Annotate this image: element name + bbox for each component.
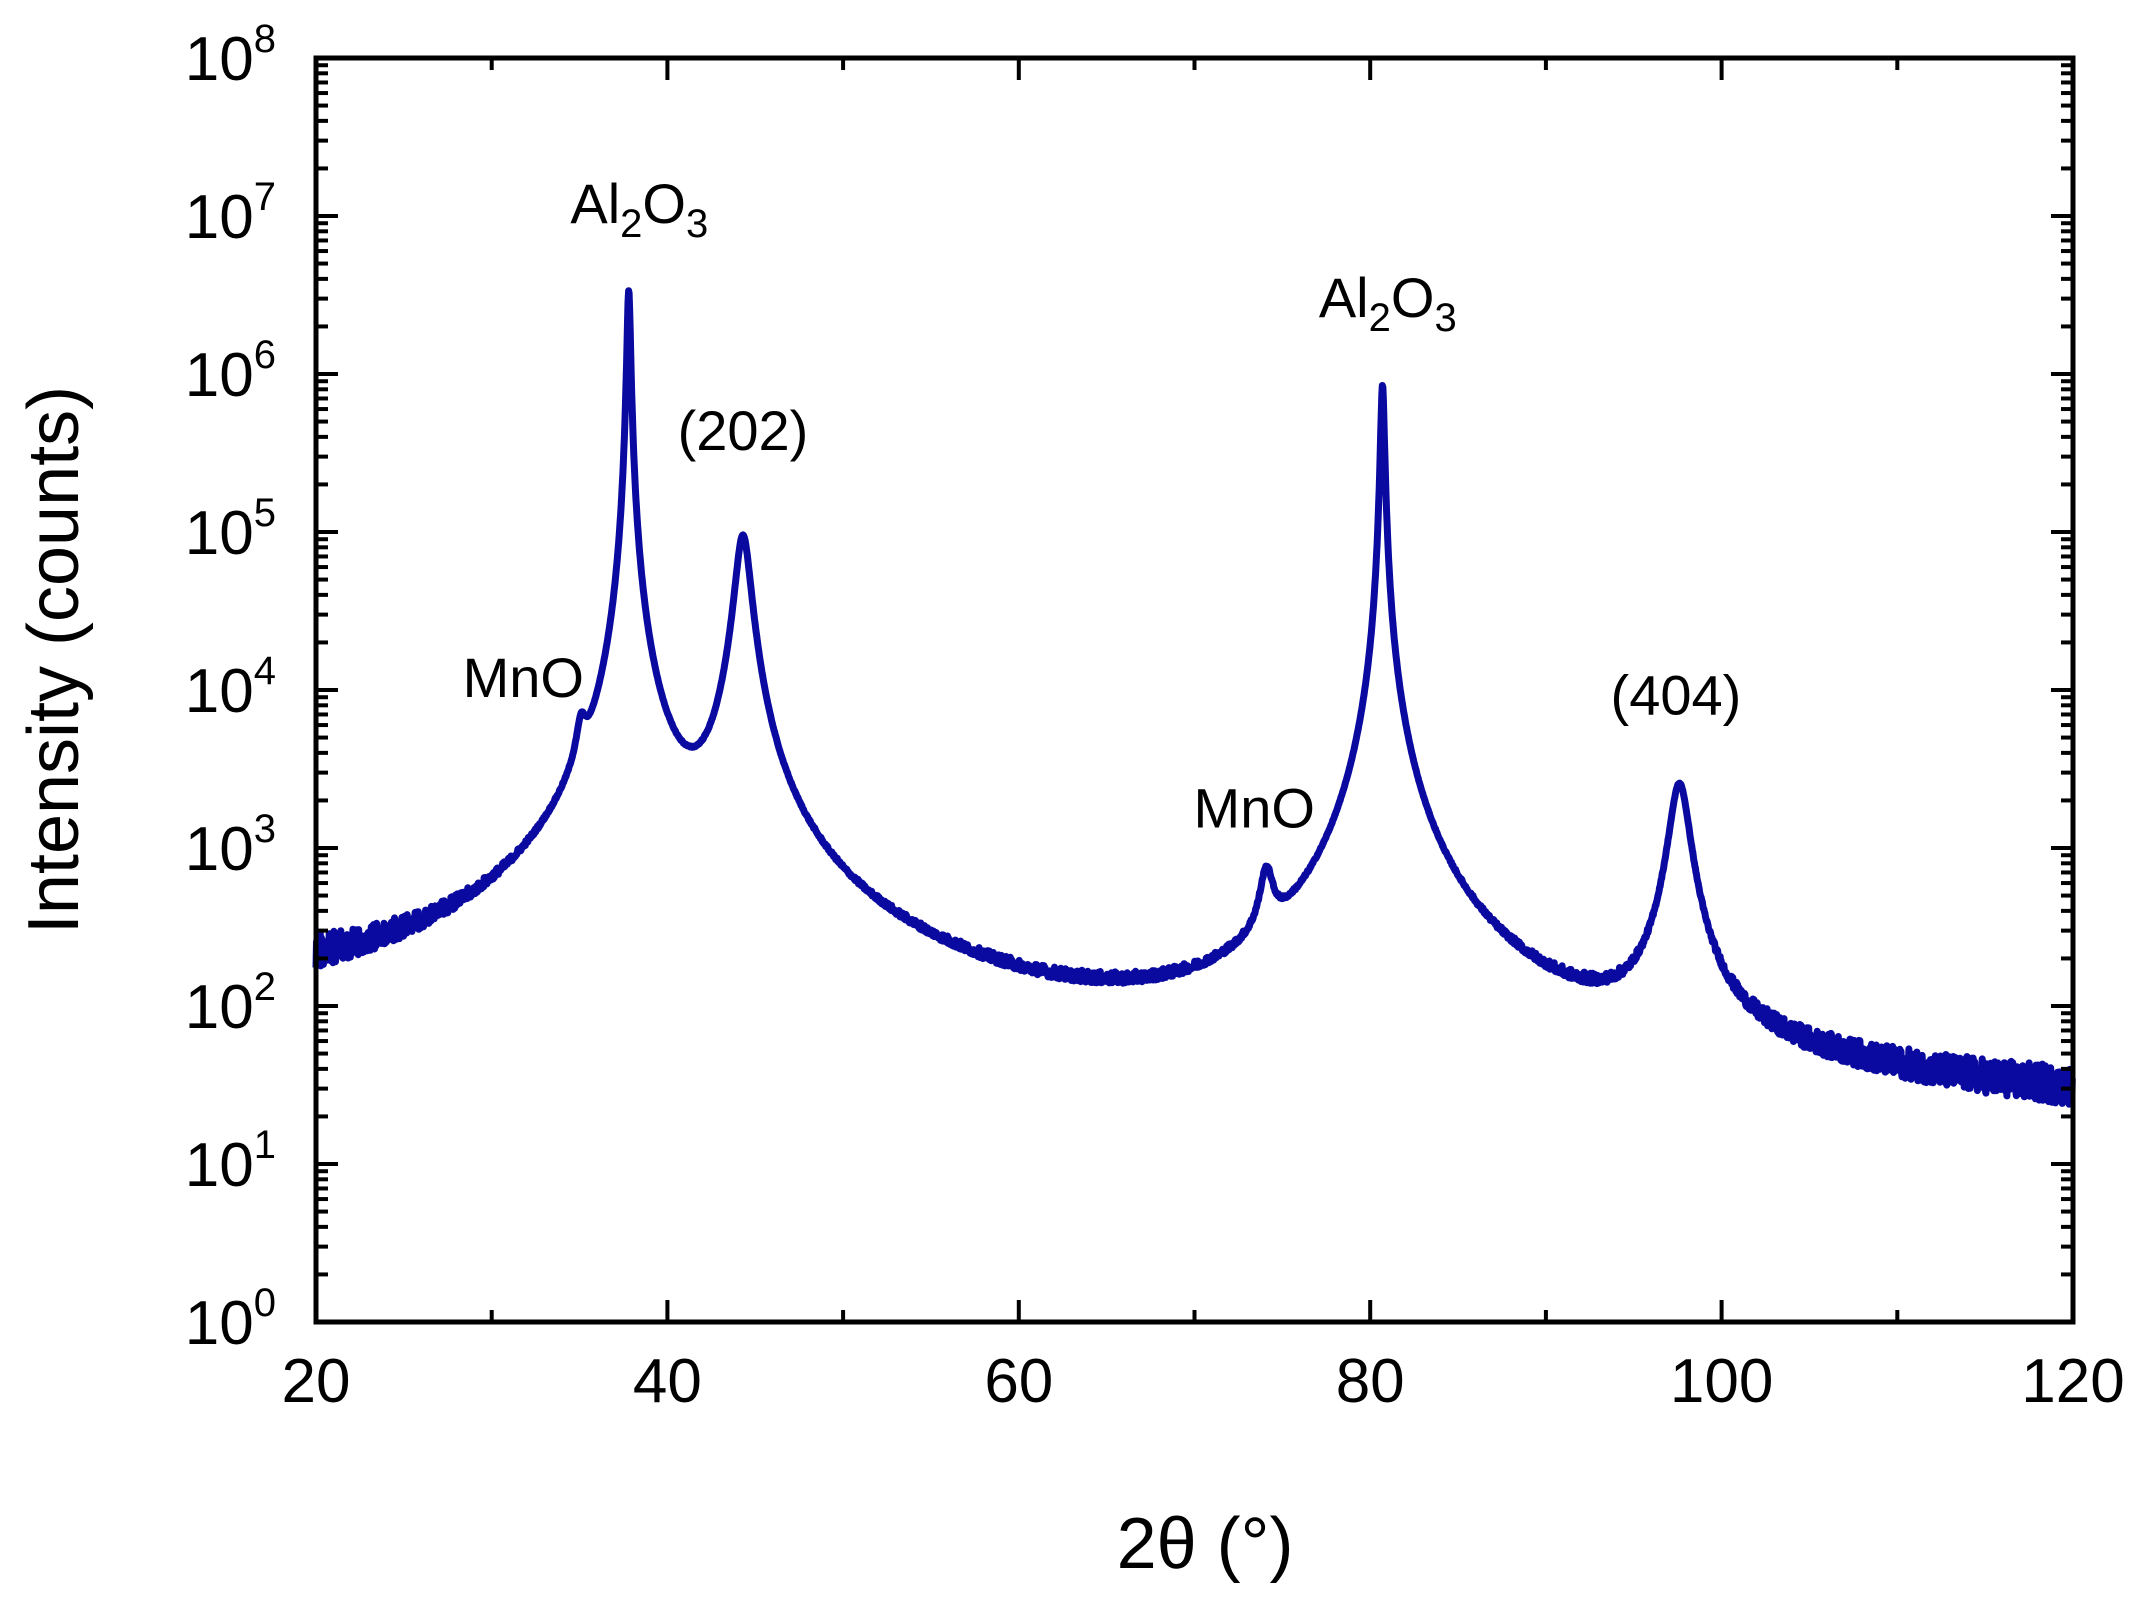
peak-annotation: (202): [678, 399, 809, 462]
x-tick-label: 20: [282, 1347, 351, 1416]
y-tick-label: 101: [185, 1123, 276, 1200]
x-tick-label: 40: [633, 1347, 702, 1416]
y-tick-label: 105: [185, 491, 276, 568]
x-tick-label: 80: [1336, 1347, 1405, 1416]
y-axis-title: Intensity (counts): [14, 386, 94, 934]
label-layer: 20 40 60 80 100 120 100 101 102 103 104 105 106 107 10…: [185, 17, 2125, 1416]
x-tick-label: 60: [984, 1347, 1053, 1416]
y-tick-label: 102: [185, 965, 276, 1042]
y-tick-label: 104: [185, 649, 276, 726]
data-layer: [312, 287, 2076, 1108]
x-tick-label: 120: [2021, 1347, 2124, 1416]
x-tick-label: 100: [1670, 1347, 1773, 1416]
peak-annotation: (404): [1611, 663, 1742, 726]
y-tick-label: 100: [185, 1281, 276, 1358]
xrd-series-line: [312, 287, 2076, 1108]
peak-annotation: Al2O3: [570, 172, 708, 246]
peak-annotation: MnO: [1194, 776, 1315, 839]
y-tick-label: 106: [185, 333, 276, 410]
y-tick-label: 103: [185, 807, 276, 884]
axis-layer: [313, 55, 2076, 1325]
peak-annotation: Al2O3: [1319, 266, 1457, 340]
y-tick-label: 108: [185, 17, 276, 94]
y-tick-label: 107: [185, 175, 276, 252]
x-axis-title: 2θ (°): [1117, 1504, 1294, 1584]
peak-annotation: MnO: [463, 646, 584, 709]
